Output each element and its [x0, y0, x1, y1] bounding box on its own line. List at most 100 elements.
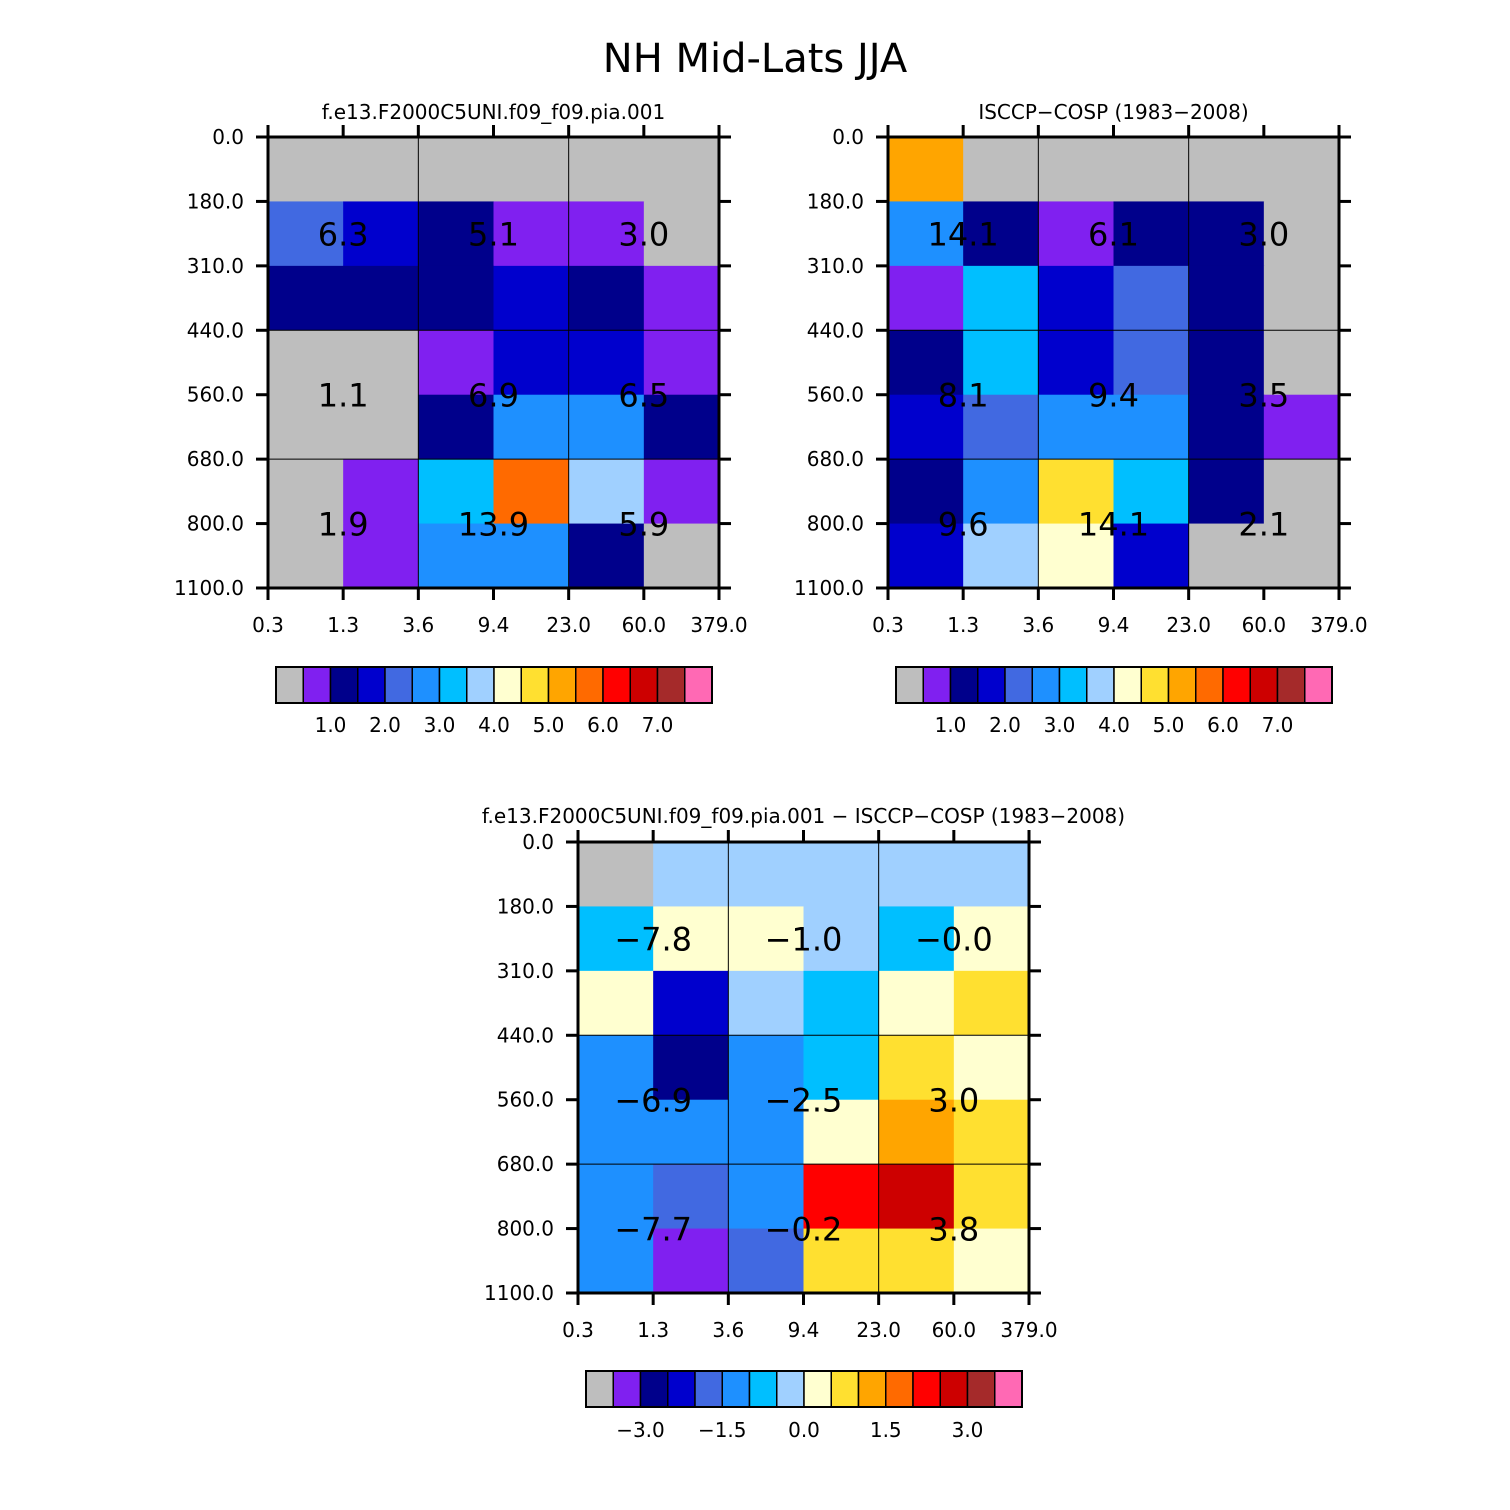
colorbar-box [885, 1370, 914, 1408]
heatmap-cell [803, 842, 880, 908]
colorbar-box [1195, 666, 1224, 704]
colorbar-box [1276, 666, 1306, 704]
heatmap-cell [493, 330, 570, 396]
colorbar-box [585, 1370, 614, 1408]
cell-value-label: 14.1 [1078, 506, 1149, 544]
heatmap-cell [418, 459, 495, 525]
colorbar-box [629, 666, 659, 704]
colorbar-label: 7.0 [1262, 713, 1294, 737]
colorbar-box [922, 666, 952, 704]
x-tick-label: 60.0 [932, 1318, 977, 1342]
colorbar-box [830, 1370, 860, 1408]
colorbar-box [411, 666, 441, 704]
x-tick-label: 0.3 [252, 613, 284, 637]
colorbar-box [639, 1370, 669, 1408]
heatmap-cell [653, 1099, 729, 1165]
heatmap-cell [578, 1228, 654, 1294]
y-tick-label: 800.0 [187, 512, 244, 536]
x-tick-label: 379.0 [1310, 613, 1367, 637]
heatmap-cell [1113, 523, 1190, 589]
x-tick-label: 1.3 [947, 613, 979, 637]
x-tick-label: 23.0 [856, 1318, 901, 1342]
panel-3: f.e13.F2000C5UNI.f09_f09.pia.001 − ISCCP… [482, 804, 1125, 1442]
heatmap-cell [643, 394, 720, 460]
x-tick-label: 9.4 [1098, 613, 1130, 637]
cell-value-label: 14.1 [928, 216, 999, 254]
heatmap-cell [343, 201, 419, 267]
y-tick-label: 1100.0 [484, 1281, 554, 1305]
heatmap-cell [728, 1035, 805, 1101]
heatmap-cell [1038, 523, 1115, 589]
colorbar-box [966, 1370, 996, 1408]
heatmap-cell [888, 137, 964, 203]
cell-value-label: −0.2 [765, 1211, 843, 1249]
panel-2: ISCCP−COSP (1983−2008) 14.1 6.1 3.0 8.1 9.4 3.… [794, 100, 1368, 737]
colorbar-box [1249, 666, 1279, 704]
heatmap-cell [578, 1035, 654, 1101]
heatmap-cell [653, 906, 729, 972]
cell-value-label: −6.9 [614, 1082, 692, 1120]
heatmap-cell [418, 265, 495, 331]
colorbar-box [721, 1370, 751, 1408]
heatmap-cell [1188, 523, 1265, 589]
colorbar-box [895, 666, 924, 704]
colorbar-box [575, 666, 604, 704]
cell-value-label: 1.9 [318, 506, 369, 544]
colorbar-label: 0.0 [788, 1418, 820, 1442]
heatmap-cell [1263, 265, 1340, 331]
y-tick-label: 560.0 [187, 383, 244, 407]
cell-value-label: 2.1 [1238, 506, 1289, 544]
colorbar-box [1304, 666, 1333, 704]
heatmap-cell [493, 137, 570, 203]
x-tick-label: 0.3 [562, 1318, 594, 1342]
heatmap-cell [643, 137, 720, 203]
heatmap-cell [1188, 330, 1265, 396]
y-tick-label: 0.0 [832, 125, 864, 149]
heatmap-cell [268, 330, 344, 396]
colorbar: 1.0 2.0 3.0 4.0 5.0 6.0 7.0 [275, 666, 713, 737]
x-tick-label: 0.3 [872, 613, 904, 637]
cell-value-label: −0.0 [915, 921, 993, 959]
colorbar-label: 3.0 [424, 713, 456, 737]
heatmap-cell [1263, 201, 1340, 267]
cell-value-label: 6.9 [468, 377, 519, 415]
heatmap-cell [578, 906, 654, 972]
heatmap-cell [653, 1228, 729, 1294]
cell-value-label: −2.5 [765, 1082, 843, 1120]
heatmap-cell [493, 459, 570, 525]
heatmap-cell [963, 523, 1039, 589]
colorbar-box [684, 666, 713, 704]
heatmap-cell [953, 1164, 1030, 1230]
colorbar-box [694, 1370, 723, 1408]
colorbar-label: 7.0 [642, 713, 674, 737]
colorbar-box [1058, 666, 1088, 704]
panel-1: f.e13.F2000C5UNI.f09_f09.pia.001 6.3 5.1 3.… [174, 100, 748, 737]
x-tick-label: 23.0 [1166, 613, 1211, 637]
heatmap-cell [343, 523, 419, 589]
colorbar-box [438, 666, 468, 704]
y-tick-label: 680.0 [187, 447, 244, 471]
heatmap-cell [803, 1035, 880, 1101]
heatmap-cell [888, 201, 964, 267]
colorbar-box [520, 666, 550, 704]
heatmap-cell [1113, 330, 1190, 396]
heatmap-cell [643, 330, 720, 396]
heatmap-cell [1038, 394, 1115, 460]
heatmap-cell [963, 459, 1039, 525]
heatmap-cell [418, 137, 495, 203]
colorbar-frame [895, 666, 1333, 704]
heatmap-cell [418, 523, 495, 589]
heatmap-cell [568, 394, 645, 460]
colorbar: 1.0 2.0 3.0 4.0 5.0 6.0 7.0 [895, 666, 1333, 737]
heatmap-cell [578, 1099, 654, 1165]
heatmap-cell [963, 265, 1039, 331]
heatmap-cell [803, 970, 880, 1036]
colorbar-box [329, 666, 359, 704]
colorbar-box [1140, 666, 1170, 704]
y-tick-label: 440.0 [807, 318, 864, 342]
colorbar-label: −3.0 [616, 1418, 665, 1442]
heatmap-cell [643, 265, 720, 331]
x-tick-label: 60.0 [1242, 613, 1287, 637]
y-tick-label: 310.0 [807, 254, 864, 278]
x-tick-label: 379.0 [690, 613, 747, 637]
